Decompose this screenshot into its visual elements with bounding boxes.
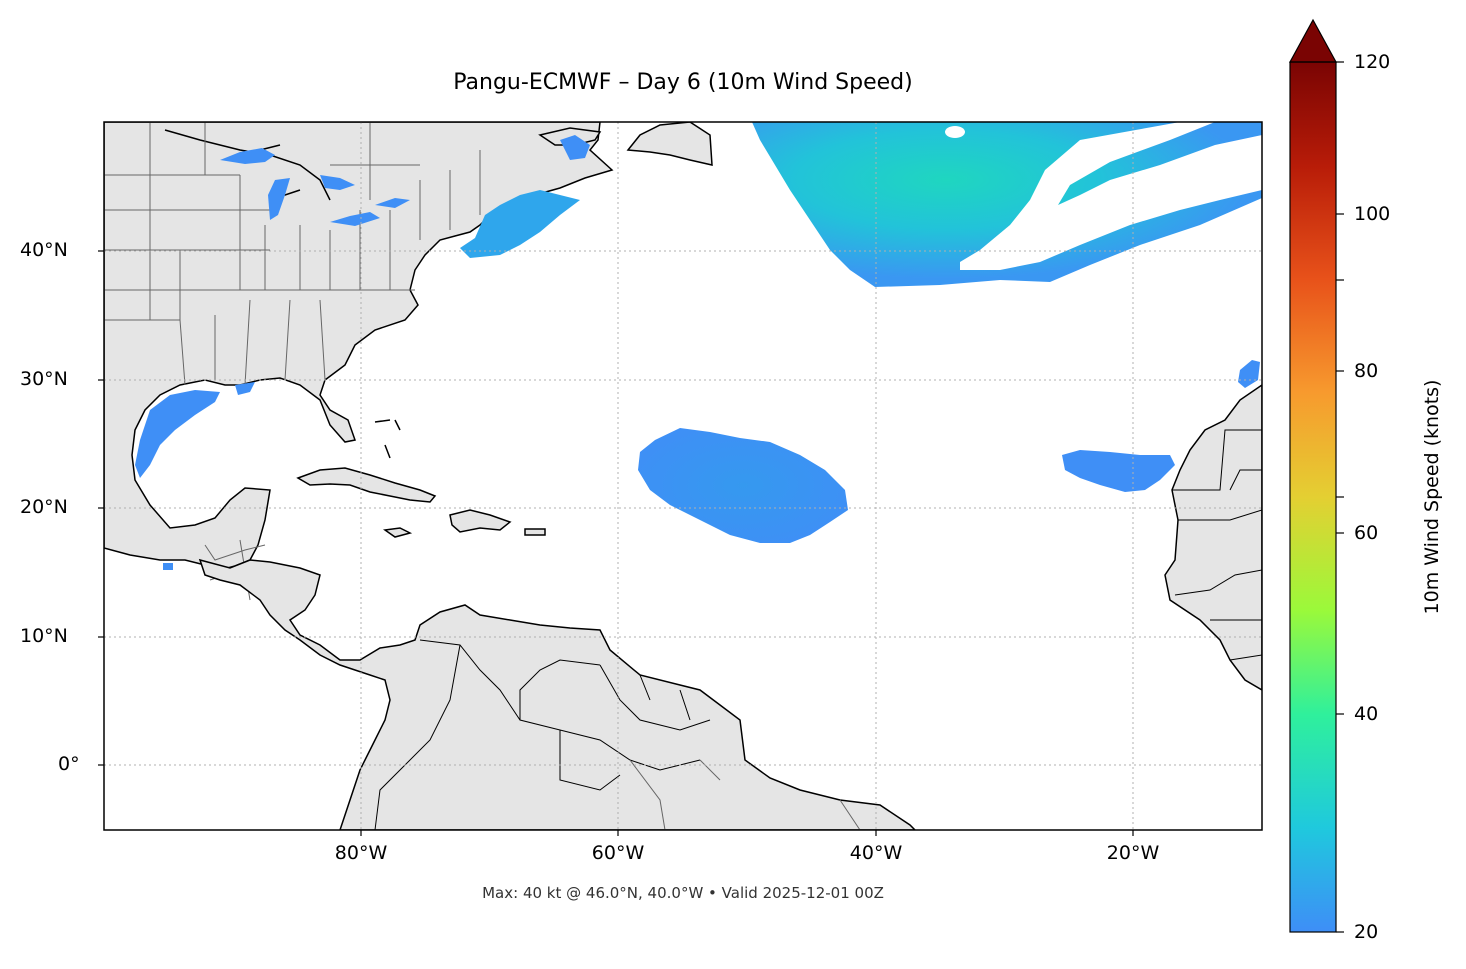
colorbar-label: 10m Wind Speed (knots)	[1421, 379, 1443, 615]
colorbar-tick-40: 40	[1354, 703, 1379, 725]
wind-field	[135, 122, 1262, 570]
wind-area-east-atlantic	[1062, 450, 1175, 492]
state-borders	[104, 122, 481, 601]
wind-area-north-atlantic	[752, 122, 1262, 287]
lon-label-80w: 80°W	[334, 842, 388, 864]
lat-label-40n: 40°N	[20, 239, 68, 261]
wind-area-central-atlantic	[638, 428, 848, 543]
wind-area-lake-michigan	[268, 178, 290, 220]
lat-label-0: 0°	[58, 753, 80, 775]
wind-area-azores	[1238, 360, 1260, 388]
wind-area-st-lawrence	[560, 135, 590, 160]
colorbar-tick-80: 80	[1354, 360, 1379, 382]
land-puerto-rico	[524, 528, 546, 536]
land-hispaniola	[449, 509, 512, 533]
lon-label-60w: 60°W	[591, 842, 645, 864]
south-america-borders	[374, 639, 711, 830]
lat-label-10n: 10°N	[20, 625, 68, 647]
wind-area-lake-superior	[220, 148, 275, 164]
land-bahamas	[374, 419, 401, 459]
land-nova-scotia	[538, 127, 602, 146]
lat-label-20n: 20°N	[20, 496, 68, 518]
wind-area-lake-ontario	[375, 198, 410, 208]
wind-area-gulf-of-maine	[460, 190, 580, 258]
land-jamaica	[382, 527, 413, 538]
colorbar-gradient	[1290, 62, 1336, 932]
colorbar-tick-120: 120	[1354, 51, 1391, 73]
land-cuba	[296, 467, 437, 503]
axis-ticks	[98, 250, 1134, 836]
wind-area-pacific-bit	[163, 563, 173, 570]
map-area	[104, 122, 1262, 830]
wind-area-gulf-of-mexico	[135, 390, 220, 478]
map-footer-note: Max: 40 kt @ 46.0°N, 40.0°W • Valid 2025…	[482, 884, 884, 902]
colorbar-tick-60: 60	[1354, 522, 1379, 544]
wind-area-lake-huron	[320, 175, 355, 190]
colorbar-tick-100: 100	[1354, 203, 1391, 225]
colorbar-tick-20: 20	[1354, 921, 1379, 943]
land-newfoundland	[626, 122, 713, 166]
lat-label-30n: 30°N	[20, 368, 68, 390]
land-south-america	[198, 558, 917, 830]
south-america-subborders	[629, 759, 861, 830]
map-title: Pangu-ECMWF – Day 6 (10m Wind Speed)	[453, 70, 913, 95]
map-frame	[103, 121, 1263, 831]
africa-borders	[1172, 429, 1262, 661]
colorbar	[1288, 18, 1344, 933]
gridlines	[104, 122, 1262, 830]
lon-label-20w: 20°W	[1106, 842, 1160, 864]
colorbar-extend-arrow	[1288, 18, 1338, 63]
wind-area-gulf-ne	[235, 382, 255, 395]
land-africa	[1164, 384, 1262, 691]
lon-label-40w: 40°W	[849, 842, 903, 864]
wind-area-lake-erie	[330, 212, 380, 226]
